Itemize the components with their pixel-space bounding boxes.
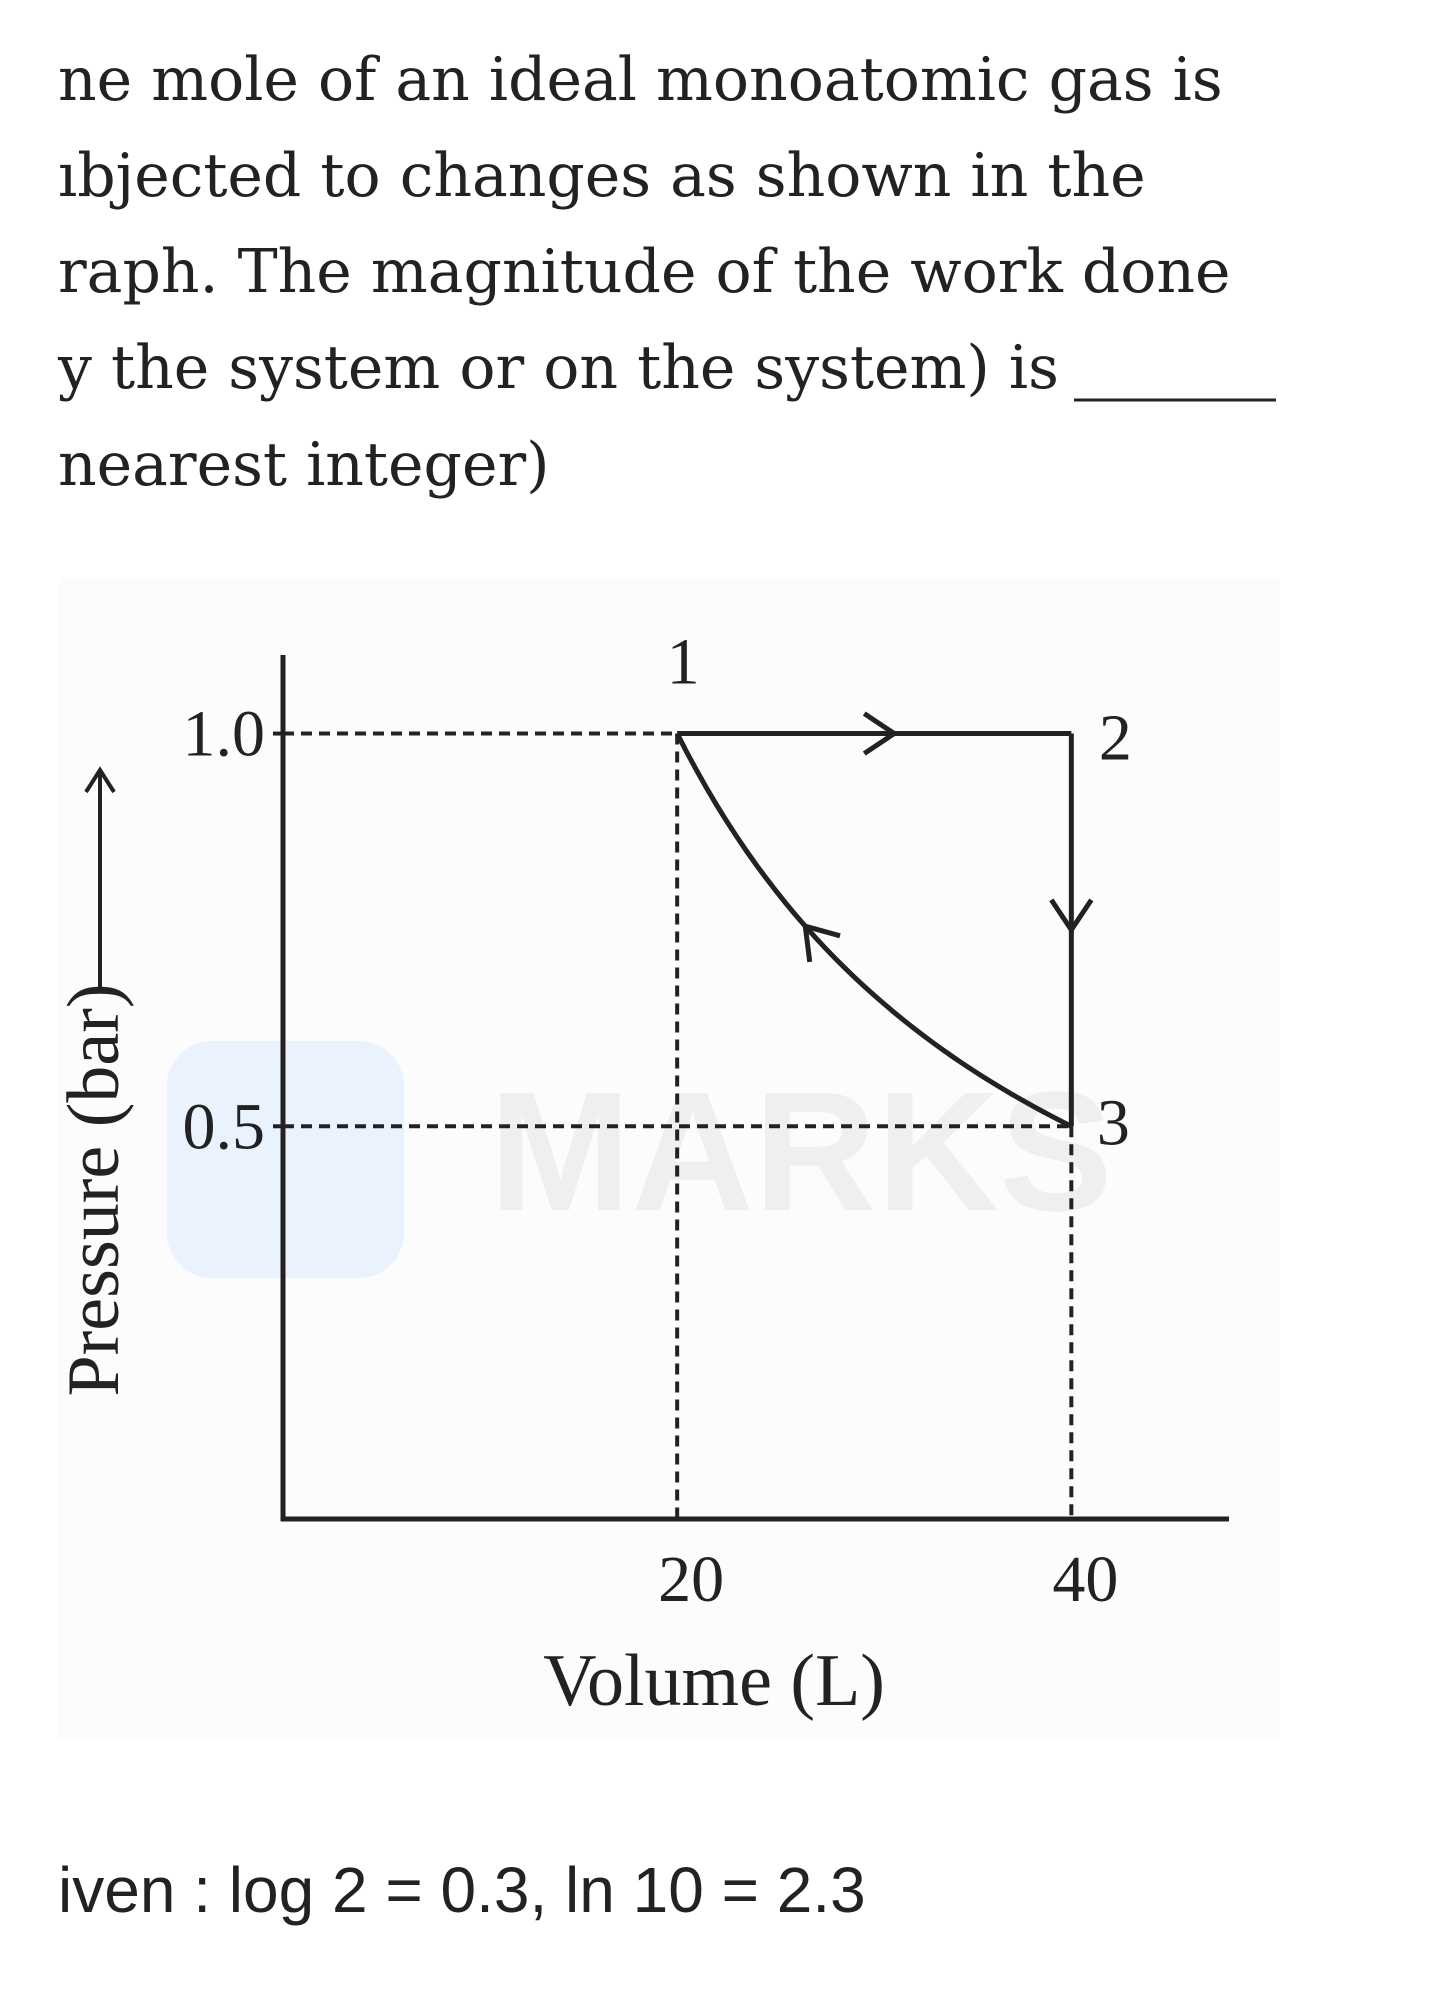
arrowhead (1049, 898, 1094, 935)
question-line: nearest integer) (58, 430, 550, 500)
question-line: ıbjected to changes as shown in the (58, 141, 1146, 211)
x-tick-label: 20 (658, 1543, 724, 1616)
watermark-text: MARKS (489, 1057, 1112, 1247)
point-label: 1 (667, 626, 700, 699)
arrowhead (802, 922, 841, 963)
point-label: 3 (1097, 1086, 1130, 1159)
arrowhead (862, 711, 899, 756)
y-axis-label-arrow (84, 766, 116, 990)
question-line: y the system or on the system) is (57, 333, 1059, 403)
y-tick-label: 1.0 (183, 698, 266, 771)
y-tick-label: 0.5 (183, 1090, 266, 1163)
axes (280, 655, 1229, 1522)
y-axis-label: Pressure (bar) (53, 984, 135, 1397)
x-axis-label: Volume (L) (543, 1640, 885, 1722)
question-line: ne mole of an ideal monoatomic gas is (58, 45, 1223, 115)
x-tick-label: 40 (1052, 1543, 1118, 1616)
question-line: raph. The magnitude of the work done (58, 237, 1231, 307)
given-text: iven : log 2 = 0.3, ln 10 = 2.3 (58, 1854, 866, 1926)
process-curve (674, 732, 1073, 1129)
point-label: 2 (1099, 702, 1132, 775)
